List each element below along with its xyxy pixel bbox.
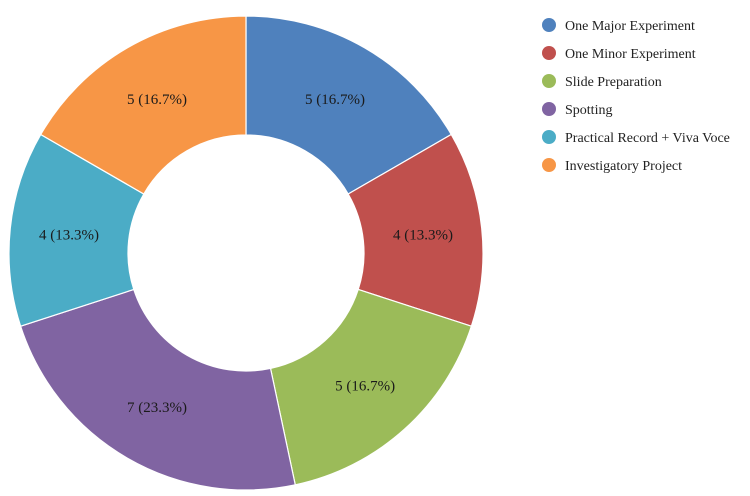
slice-label-investigatory-project: 5 (16.7%) bbox=[127, 92, 187, 108]
legend-item-spotting: Spotting bbox=[542, 102, 612, 118]
legend-item-one-minor-experiment: One Minor Experiment bbox=[542, 46, 696, 62]
legend-marker bbox=[542, 18, 556, 32]
legend-marker bbox=[542, 158, 556, 172]
slice-label-practical-record-viva-voce: 4 (13.3%) bbox=[39, 227, 99, 243]
legend-item-investigatory-project: Investigatory Project bbox=[542, 158, 682, 174]
legend-item-one-major-experiment: One Major Experiment bbox=[542, 18, 695, 34]
slice-label-spotting: 7 (23.3%) bbox=[127, 400, 187, 416]
legend-label: One Minor Experiment bbox=[565, 47, 696, 62]
slice-slide-preparation bbox=[269, 288, 473, 486]
legend-label: Slide Preparation bbox=[565, 75, 662, 90]
legend-label: Spotting bbox=[565, 103, 612, 118]
slice-spotting bbox=[19, 288, 296, 491]
slice-practical-record-viva-voce bbox=[8, 133, 145, 327]
slices-layer bbox=[8, 15, 484, 491]
slice-label-one-minor-experiment: 4 (13.3%) bbox=[393, 227, 453, 243]
legend-label: One Major Experiment bbox=[565, 19, 695, 34]
legend-label: Investigatory Project bbox=[565, 159, 682, 174]
slice-investigatory-project bbox=[39, 15, 247, 195]
legend-marker bbox=[542, 130, 556, 144]
slice-label-slide-preparation: 5 (16.7%) bbox=[335, 378, 395, 394]
legend-item-practical-record-viva-voce: Practical Record + Viva Voce bbox=[542, 130, 730, 146]
legend-marker bbox=[542, 74, 556, 88]
legend: One Major Experiment One Minor Experiment… bbox=[542, 18, 730, 174]
legend-label: Practical Record + Viva Voce bbox=[565, 131, 730, 146]
legend-marker bbox=[542, 102, 556, 116]
slice-one-minor-experiment bbox=[347, 133, 484, 327]
slice-one-major-experiment bbox=[245, 15, 453, 195]
slice-label-one-major-experiment: 5 (16.7%) bbox=[305, 92, 365, 108]
labels-layer: 5 (16.7%) 4 (13.3%) 5 (16.7%) 7 (23.3%) 4 (1… bbox=[39, 92, 453, 416]
legend-marker bbox=[542, 46, 556, 60]
legend-item-slide-preparation: Slide Preparation bbox=[542, 74, 662, 90]
